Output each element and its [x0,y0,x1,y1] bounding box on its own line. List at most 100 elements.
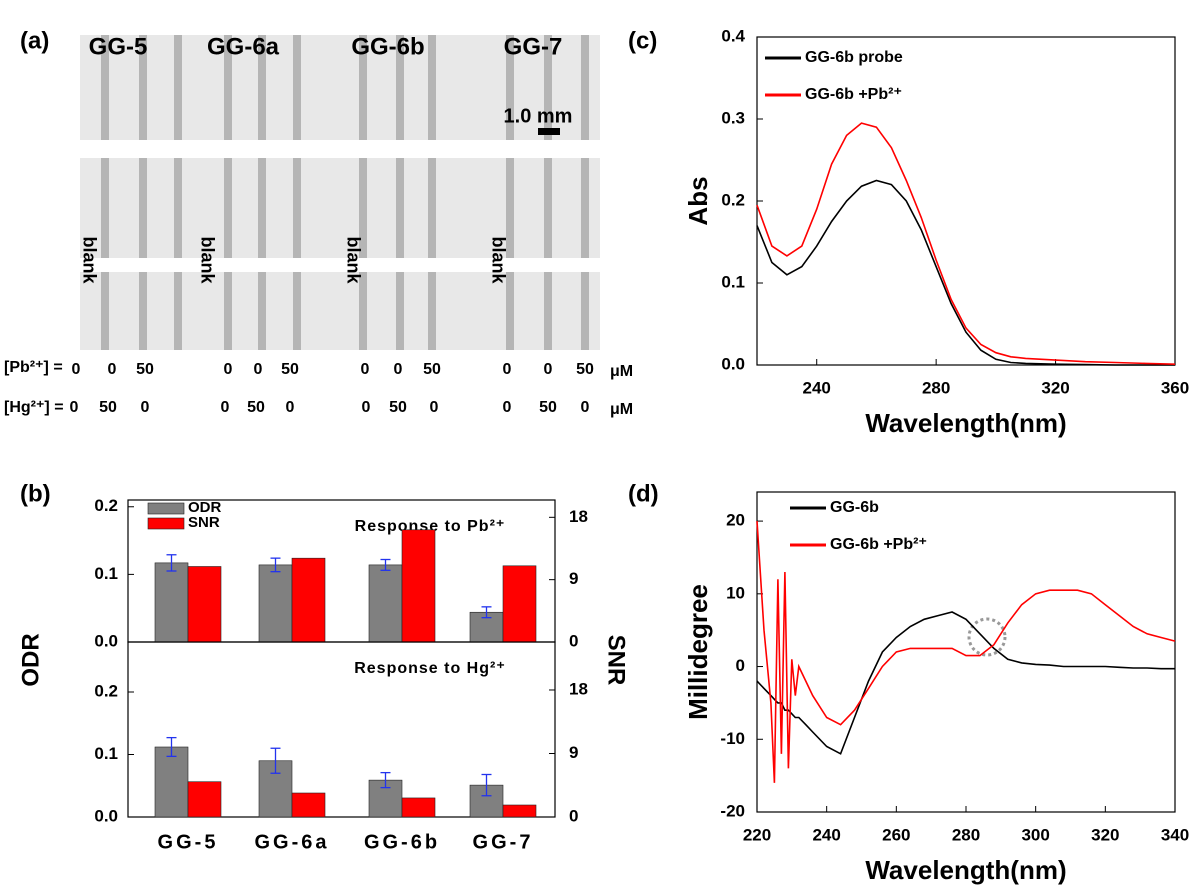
strip-line [293,158,301,258]
strip-line [101,158,109,258]
bar [154,562,189,643]
bar [291,792,326,818]
plot-frame [756,491,1176,813]
bar [502,565,537,643]
strip-line [581,35,589,140]
y-tick-label: 0.0 [94,631,118,650]
y-tick-label: 0.4 [721,26,745,45]
pb-value: 50 [423,361,441,378]
strip-line [396,272,404,350]
x-tick-label: 280 [922,378,950,397]
strip-line [293,35,301,140]
scale-bar-label: 1.0 mm [504,105,573,127]
column-label: GG-6a [207,33,280,60]
strip-line [506,158,514,258]
strip-line [428,35,436,140]
y2-axis-label: SNR [603,635,630,686]
bar [368,779,403,818]
y-tick-label: 0.2 [94,681,118,700]
strip-line [396,158,404,258]
panel-label: (c) [628,27,657,54]
hg-value: 50 [389,399,407,416]
strip-line [396,35,404,140]
blank-label: blank [488,236,508,284]
pb-value: 0 [224,361,233,378]
x-tick-label: 280 [952,825,980,844]
strip-line [581,272,589,350]
y-tick-label: 0.3 [721,108,745,127]
unit: μM [610,363,633,380]
column-label: GG-5 [89,33,148,60]
bar [154,746,189,818]
y-axis-label: ODR [17,633,44,686]
hg-value: 0 [286,399,295,416]
y2-tick-label: 0 [569,806,578,825]
unit: μM [610,401,633,418]
strip-line [293,272,301,350]
y-tick-label: -20 [720,801,745,820]
y-tick-label: 20 [726,511,745,530]
x-tick-label: 320 [1091,825,1119,844]
x-axis-label: Wavelength(nm) [865,855,1066,885]
x-tick-label: 240 [803,378,831,397]
legend-label: GG-6b probe [805,49,903,66]
x-tick-label: GG-6a [254,831,329,853]
strip-line [506,35,514,140]
x-tick-label: GG-5 [158,831,219,853]
pb-value: 0 [108,361,117,378]
pb-value: 0 [72,361,81,378]
bar [291,557,326,643]
bar [502,804,537,818]
data-line [756,611,1175,755]
pb-value: 50 [136,361,154,378]
data-line [756,521,1176,783]
strip-line [139,158,147,258]
panel-label: (b) [20,480,51,507]
panel-label: (a) [20,27,49,54]
y-tick-label: 0.2 [94,496,118,515]
hg-value: 0 [430,399,439,416]
hg-value: 0 [141,399,150,416]
hg-value: 0 [503,399,512,416]
legend-label: ODR [188,499,222,516]
y-tick-label: -10 [720,729,745,748]
strip-row [80,272,600,350]
x-tick-label: 340 [1161,825,1189,844]
strip-line [506,272,514,350]
y2-tick-label: 18 [569,507,588,526]
annotation: Response to Pb²⁺ [355,518,506,535]
blank-label: blank [197,236,217,284]
strip-line [224,272,232,350]
y-tick-label: 0.0 [94,806,118,825]
strip-line [428,158,436,258]
x-tick-label: 240 [812,825,840,844]
x-axis-label: Wavelength(nm) [865,408,1066,438]
strip-line [174,272,182,350]
pb-value: 0 [503,361,512,378]
hg-label: [Hg²⁺] = [4,399,64,416]
panel-label: (d) [628,480,659,507]
bar [187,781,222,818]
legend-label: GG-6b [830,499,879,516]
bar [368,564,403,643]
x-tick-label: GG-7 [473,831,534,853]
strip-row [80,158,600,258]
strip-line [224,35,232,140]
strip-line [139,35,147,140]
pb-value: 50 [281,361,299,378]
x-tick-label: 300 [1021,825,1049,844]
y2-tick-label: 0 [569,631,578,650]
x-tick-label: 260 [882,825,910,844]
strip-line [174,158,182,258]
strip-line [101,272,109,350]
hg-value: 0 [362,399,371,416]
strip-line [101,35,109,140]
legend-swatch [147,517,185,530]
bar [258,564,293,643]
strip-line [258,158,266,258]
y-tick-label: 10 [726,583,745,602]
pb-label: [Pb²⁺] = [4,359,63,376]
y-tick-label: 0.2 [721,190,745,209]
x-tick-label: 320 [1041,378,1069,397]
